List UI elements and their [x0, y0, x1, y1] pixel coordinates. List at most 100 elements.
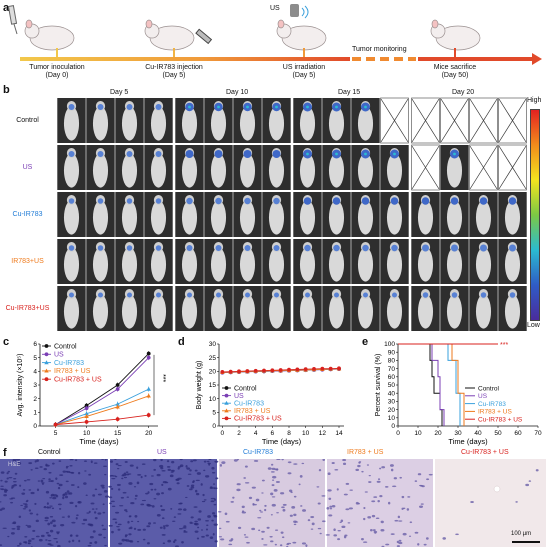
cell-nucleus [160, 508, 166, 511]
chart-d-legend-marker [224, 393, 229, 398]
tumor-signal-spot [186, 245, 193, 251]
cell-nucleus [244, 536, 249, 538]
cell-nucleus [136, 481, 140, 485]
cell-nucleus [333, 528, 336, 532]
cell-nucleus [163, 526, 166, 530]
chart-e-y-tick-label: 20 [388, 407, 396, 414]
cell-nucleus [357, 464, 361, 468]
cell-nucleus [202, 493, 205, 497]
chart-d-x-tick-label: 6 [271, 430, 275, 437]
colorbar-high-label: High [527, 97, 542, 104]
cell-nucleus [281, 536, 285, 539]
colorbar-low-label: Low [527, 322, 540, 329]
tumor-signal-spot [508, 197, 517, 205]
cell-nucleus [328, 497, 332, 500]
panel-label-f: f [3, 447, 7, 459]
cell-nucleus [16, 459, 21, 461]
cell-nucleus [243, 534, 247, 536]
cell-nucleus [156, 513, 161, 517]
cell-nucleus [302, 509, 307, 512]
tumor-signal-spot [363, 292, 368, 298]
cell-nucleus [45, 539, 48, 541]
cell-nucleus [49, 529, 54, 533]
cell-nucleus [194, 469, 198, 472]
cell-nucleus [259, 509, 262, 512]
cell-nucleus [337, 538, 341, 541]
cell-nucleus [251, 486, 256, 489]
chart-d-x-tick-label: 0 [221, 430, 225, 437]
chart-e-y-tick-label: 30 [388, 399, 396, 406]
cell-nucleus [24, 504, 28, 506]
mouse-silhouette [328, 200, 345, 235]
chart-e-y-tick-label: 40 [388, 390, 396, 397]
mouse-silhouette [150, 106, 167, 141]
cell-nucleus [236, 483, 241, 486]
chart-e-legend-label: IR783 + US [478, 409, 512, 416]
cell-nucleus [170, 471, 174, 473]
cell-nucleus [68, 540, 71, 543]
cell-nucleus [307, 519, 311, 522]
row-label-ir783-us: IR783+US [11, 258, 44, 265]
cell-nucleus [368, 481, 372, 483]
chart-d-y-tick-label: 5 [212, 410, 216, 417]
cell-nucleus [318, 468, 322, 472]
mouse-silhouette [504, 200, 521, 235]
histology-image [219, 459, 325, 547]
cell-nucleus [98, 533, 102, 536]
chart-c-legend-label: Cu-IR783 + US [54, 377, 102, 384]
tumor-signal-spot [422, 292, 429, 298]
row-label-cu-ir783-us: Cu-IR783+US [5, 305, 50, 312]
cell-nucleus [61, 516, 65, 518]
cell-nucleus [236, 488, 241, 492]
cell-nucleus [124, 461, 128, 463]
mouse-silhouette [357, 200, 374, 235]
cell-nucleus [348, 507, 353, 510]
chart-c-point [115, 387, 120, 391]
cell-nucleus [4, 488, 7, 492]
cell-nucleus [321, 520, 326, 523]
chart-d-y-tick-label: 15 [209, 382, 217, 389]
cell-nucleus [378, 478, 381, 481]
cell-nucleus [293, 520, 297, 523]
cell-nucleus [243, 477, 247, 479]
panel-label-e: e [362, 336, 369, 348]
us-icon-label: US [270, 5, 280, 12]
cell-nucleus [380, 528, 385, 532]
chart-c-series-line [55, 388, 149, 426]
chart-d-y-label: Body weight (g) [196, 361, 203, 410]
cell-nucleus [165, 524, 169, 527]
cell-nucleus [77, 500, 82, 504]
cell-nucleus [273, 489, 278, 492]
cell-nucleus [102, 503, 105, 506]
cell-nucleus [200, 483, 203, 486]
cell-nucleus [214, 460, 219, 463]
cell-nucleus [136, 466, 139, 469]
cell-nucleus [181, 541, 184, 544]
cell-nucleus [401, 495, 405, 499]
cell-nucleus [370, 529, 373, 532]
cell-nucleus [74, 504, 78, 508]
tumor-signal-spot [215, 245, 222, 251]
cell-nucleus [64, 492, 68, 494]
cell-nucleus [287, 542, 292, 545]
cross-line [469, 98, 498, 143]
cell-nucleus [236, 459, 240, 461]
cell-nucleus [420, 503, 424, 505]
cell-nucleus [40, 479, 44, 483]
cell-nucleus [120, 496, 124, 499]
cell-nucleus [428, 473, 433, 476]
cell-nucleus [178, 527, 183, 530]
cell-nucleus [43, 468, 47, 471]
cell-nucleus [121, 477, 124, 480]
cell-nucleus [414, 531, 419, 534]
cell-nucleus [58, 483, 63, 487]
scale-bar-label: 100 µm [511, 531, 532, 537]
cell-nucleus [176, 482, 180, 485]
cell-nucleus [276, 459, 281, 461]
cell-nucleus [57, 503, 62, 506]
row-label-cu-ir783: Cu-IR783 [12, 211, 43, 218]
cell-nucleus [67, 515, 71, 518]
chart-c-point [115, 417, 120, 422]
mouse-silhouette [475, 247, 492, 282]
chart-d-x-tick-label: 8 [287, 430, 291, 437]
